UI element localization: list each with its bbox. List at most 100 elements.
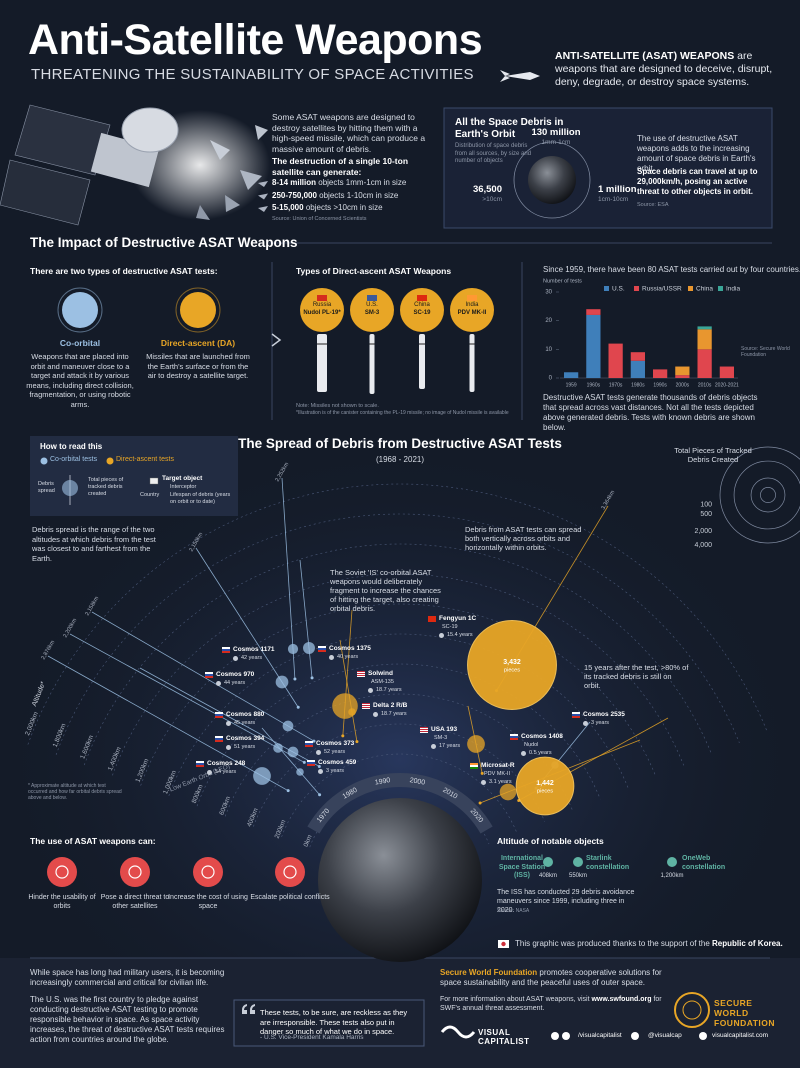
debris-bubble [273,743,283,753]
flag [205,672,213,678]
event-name: Cosmos 248 [207,760,246,767]
how-to-box [30,436,238,516]
legend-tick-label: 2,000 [694,528,712,535]
spread-end [286,789,290,793]
definition-text: are weapons that are designed to deceive… [555,50,773,88]
flag [317,295,327,301]
event-name: Cosmos 970 [216,671,255,678]
lifespan-dot [226,745,231,750]
event-name: Delta 2 R/B [373,702,408,709]
lifespan-dot [226,721,231,726]
debris-box-subtitle: Distribution of space debris from all so… [455,143,532,164]
event-lifespan: 51 years [234,744,256,750]
space-glow [0,430,800,1068]
weapon-badge [450,288,494,332]
da-note: Note: Missiles not shown to scale. [296,403,379,409]
uses-title: The use of ASAT weapons can: [30,836,156,846]
object-icon [667,857,677,867]
weapon-name: SC-19 [413,310,431,316]
bar-segment [675,366,690,376]
weapon-name: Nudol PL-19* [303,310,341,316]
legend-flag [149,477,159,485]
missile-icon [500,70,540,82]
chevron [271,333,282,347]
social-handle: visualcapitalist.com [712,1032,768,1039]
legend-dot [40,457,48,465]
event-name: Cosmos 394 [226,735,265,742]
debris-spread-line [299,559,313,678]
debris-bubble [303,642,315,654]
event-lifespan: 54 years [215,769,237,775]
more-link: www.swfound.org [591,996,652,1003]
debris-spread-line [339,639,358,742]
debris-bubble [287,746,299,758]
altitudes-note: The ISS has conducted 29 debris avoidanc… [497,889,635,914]
footer-more: For more information about ASAT weapons,… [440,995,680,1013]
event-lifespan: 3 years [326,768,345,774]
event-name: USA 193 [431,726,458,733]
flag [367,295,377,301]
event-name: Cosmos 880 [226,711,265,718]
altitude-arc [140,603,657,786]
event-name: Cosmos 2535 [583,711,625,718]
spread-end [480,771,484,775]
flag [420,727,428,733]
swf-bold: Secure World Foundation [440,968,538,977]
support-text: This graphic was produced thanks to the … [515,939,713,948]
footer-quote: These tests, to be sure, are reckless as… [260,1008,408,1036]
social-handle: /visualcapitalist [578,1032,622,1039]
chart-source: Source: Secure World Foundation [741,346,790,358]
debris-box [443,107,773,229]
how-to-lifespan: Lifespan of debris (years on orbit or to… [170,492,231,505]
event-name: Cosmos 1375 [329,645,371,652]
missile [369,334,375,394]
social-icon [562,1032,570,1040]
event-name: Cosmos 373 [316,740,355,747]
da-title: Types of Direct-ascent ASAT Weapons [296,266,452,276]
chart-intro: Since 1959, there have been 80 ASAT test… [543,265,800,274]
flag [318,646,326,652]
spread-end [296,705,300,709]
debris-bubble [275,675,289,689]
legend-tick-label: 100 [700,501,712,508]
x-tick-label: 2020-2021 [715,382,739,388]
use-icon-inner [128,865,142,879]
satellite-illustration [0,104,270,226]
how-to-target: Target object [162,475,203,482]
swf-logo-inner [682,1000,702,1020]
flag [428,616,436,622]
event-interceptor: SC-19 [442,624,458,630]
lifespan-dot [583,721,588,726]
legend-label: China [696,286,713,293]
legend-bubble [62,480,78,496]
weapon-name: PDV MK-II [457,310,487,316]
use-icon [193,857,223,887]
how-to-co: Co-orbital tests [50,456,98,463]
altitude-arc [27,483,768,745]
social-icon [551,1032,559,1040]
y-tick-label: 30 [545,290,552,296]
debris-source: Source: ESA [637,202,669,208]
item-bold: 8-14 million [272,178,317,187]
altitude-arc [224,693,573,817]
event-name: Cosmos 1171 [233,646,275,653]
korea-flag-mark [501,941,506,947]
legend-ring [750,477,786,513]
debris-box-title: All the Space Debris in Earth's Orbit [455,117,564,140]
event-interceptor: ASM-135 [371,679,394,685]
debris-bubble [467,735,485,753]
flag [215,736,223,742]
debris-spread-line [91,611,315,742]
x-tick-label: 1990s [653,382,667,388]
event-interceptor: Nudol [524,742,539,748]
flag [470,763,478,769]
weapon-badge [400,288,444,332]
lifespan-dot [316,750,321,755]
year-label: 2000 [409,777,426,787]
spread-end [341,734,345,738]
flag [222,647,230,653]
debris-count: 130 million [531,127,581,138]
how-to-total: Total pieces of tracked debris created [88,477,124,497]
flag [362,703,370,709]
spread-end [478,801,482,805]
